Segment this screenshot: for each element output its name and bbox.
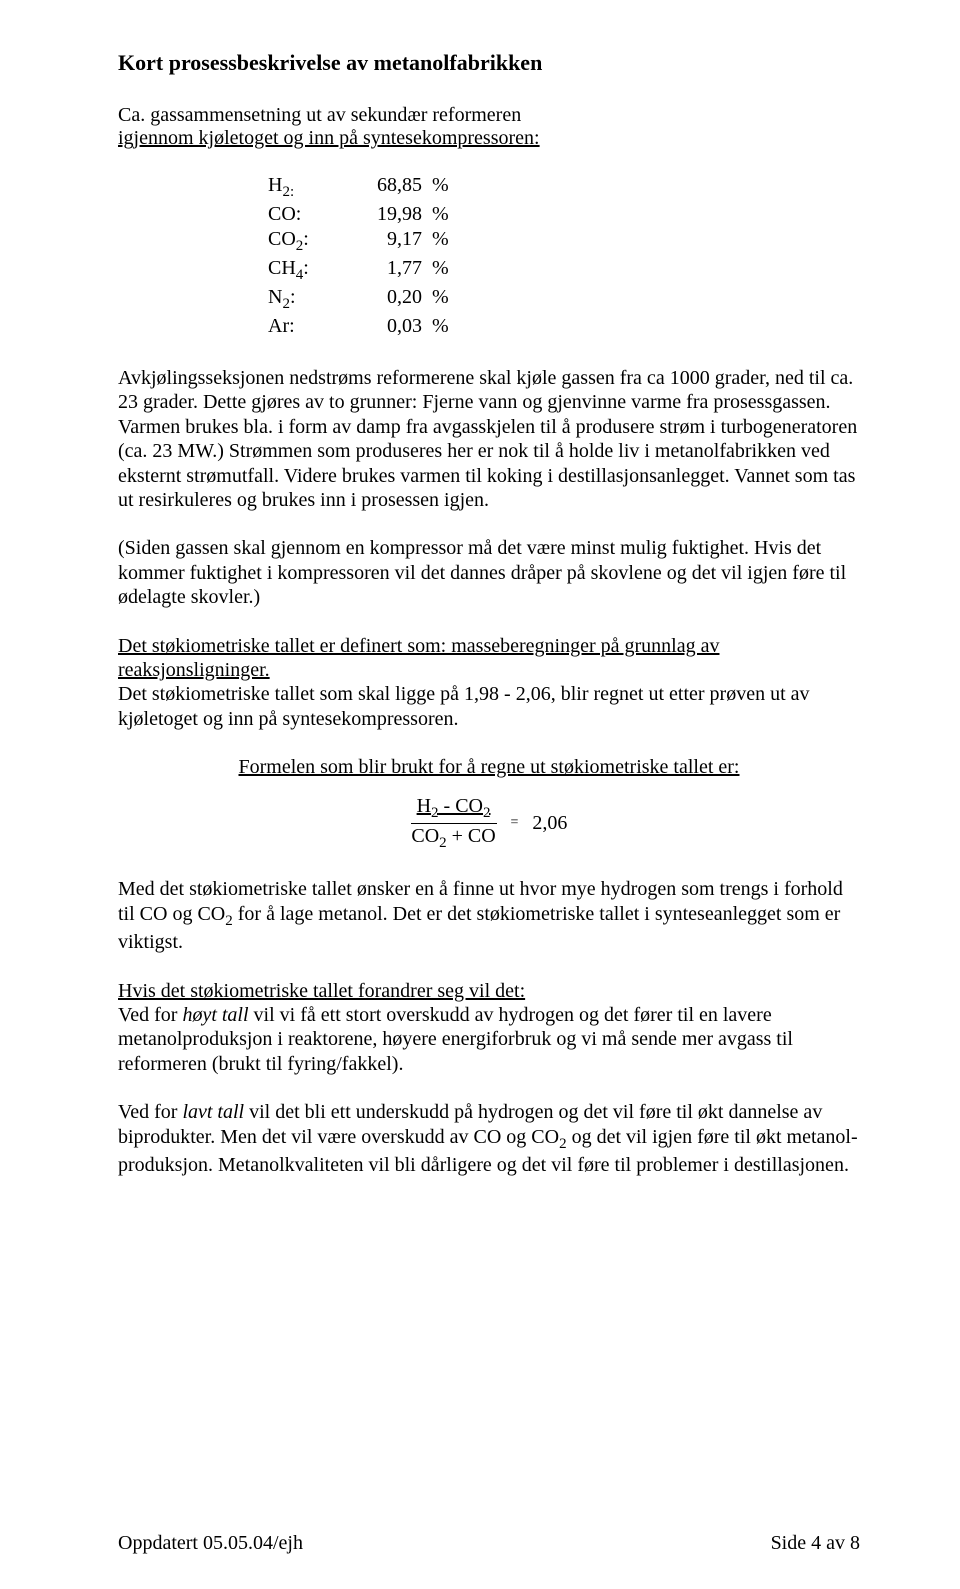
gas-label: Ar: (268, 315, 350, 340)
intro-line-1: Ca. gassammensetning ut av sekundær refo… (118, 104, 860, 127)
gas-value: 68,85 (350, 174, 432, 203)
formula-num-co2-sub: 2 (483, 805, 491, 821)
document-page: Kort prosessbeskrivelse av metanolfabrik… (0, 0, 960, 1249)
paragraph-stoich-goal: Med det støkiometriske tallet ønsker en … (118, 877, 860, 954)
footer-right: Side 4 av 8 (771, 1532, 860, 1555)
change-heading: Hvis det støkiometriske tallet forandrer… (118, 979, 860, 1003)
page-footer: Oppdatert 05.05.04/ejh Side 4 av 8 (118, 1532, 860, 1555)
formula-caption: Formelen som blir brukt for å regne ut s… (118, 755, 860, 779)
gas-label: H2: (268, 174, 350, 203)
gas-percent: % (432, 257, 468, 286)
para3-co2-sub: 2 (225, 913, 233, 929)
page-title: Kort prosessbeskrivelse av metanolfabrik… (118, 50, 860, 76)
intro-line-2: igjennom kjøletoget og inn på syntesekom… (118, 127, 860, 150)
stoich-def-line2: reaksjonsligninger. (118, 659, 270, 681)
paragraph-high-number: Ved for høyt tall vil vi få ett stort ov… (118, 1003, 860, 1076)
gas-table-row: CO:19,98% (268, 203, 468, 228)
formula-den-co2: CO (411, 825, 439, 847)
gas-percent: % (432, 228, 468, 257)
formula-num-mid: - CO (439, 795, 483, 817)
gas-percent: % (432, 174, 468, 203)
gas-label: N2: (268, 286, 350, 315)
gas-value: 19,98 (350, 203, 432, 228)
footer-left: Oppdatert 05.05.04/ejh (118, 1532, 303, 1555)
gas-value: 0,03 (350, 315, 432, 340)
lavt-pre: Ved for (118, 1101, 182, 1123)
gas-table-row: Ar:0,03% (268, 315, 468, 340)
gas-composition-table: H2:68,85%CO:19,98%CO2:9,17%CH4:1,77%N2:0… (268, 174, 860, 340)
gas-label: CH4: (268, 257, 350, 286)
formula-value: 2,06 (532, 812, 567, 835)
paragraph-compressor-note: (Siden gassen skal gjennom en kompressor… (118, 536, 860, 609)
lavt-co2-sub: 2 (559, 1136, 567, 1152)
gas-table-row: CH4:1,77% (268, 257, 468, 286)
lavt-ital: lavt tall (182, 1101, 244, 1123)
stoich-def: Det støkiometriske tallet er definert so… (118, 634, 860, 683)
paragraph-process: Avkjølingsseksjonen nedstrøms reformeren… (118, 366, 860, 512)
hoyt-ital: høyt tall (182, 1004, 248, 1026)
gas-table-row: CO2:9,17% (268, 228, 468, 257)
stoich-def-line1: Det støkiometriske tallet er definert so… (118, 635, 719, 657)
gas-label: CO2: (268, 228, 350, 257)
gas-value: 1,77 (350, 257, 432, 286)
gas-value: 9,17 (350, 228, 432, 257)
formula-equals: = (511, 815, 519, 831)
paragraph-low-number: Ved for lavt tall vil det bli ett unders… (118, 1100, 860, 1177)
gas-percent: % (432, 315, 468, 340)
formula-num-h-sub: 2 (431, 805, 439, 821)
stoichiometric-formula: H2 - CO2 CO2 + CO = 2,06 (118, 795, 860, 851)
gas-value: 0,20 (350, 286, 432, 315)
formula-den-co2-sub: 2 (439, 835, 447, 851)
gas-percent: % (432, 286, 468, 315)
hoyt-pre: Ved for (118, 1004, 182, 1026)
formula-den-rest: + CO (447, 825, 496, 847)
formula-num-h: H (417, 795, 431, 817)
gas-label: CO: (268, 203, 350, 228)
stoich-desc: Det støkiometriske tallet som skal ligge… (118, 682, 860, 731)
gas-percent: % (432, 203, 468, 228)
gas-table-row: H2:68,85% (268, 174, 468, 203)
gas-table-row: N2:0,20% (268, 286, 468, 315)
